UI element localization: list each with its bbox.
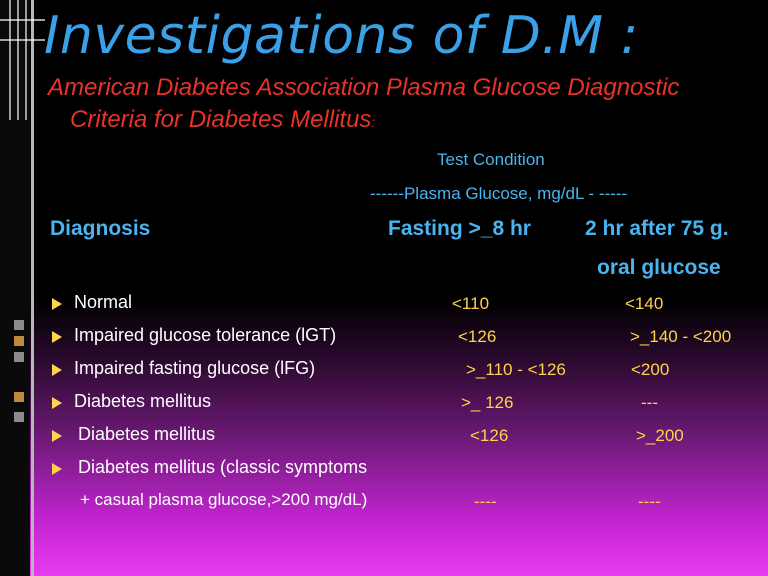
row-two-hour-value: <200 bbox=[631, 360, 670, 379]
bullet-arrow-icon bbox=[52, 298, 62, 310]
decorative-square bbox=[14, 352, 24, 362]
row-two-hour-value: <140 bbox=[625, 294, 664, 313]
two-hour-header-line-1: 2 hr after 75 g. bbox=[585, 217, 729, 240]
row-fasting-value: <126 bbox=[458, 327, 497, 346]
slide-subtitle: American Diabetes Association Plasma Glu… bbox=[48, 72, 763, 138]
row-two-hour-value: >_200 bbox=[636, 426, 684, 445]
row-fasting-value: <110 bbox=[452, 294, 490, 313]
row-fasting-value: <126 bbox=[470, 426, 509, 445]
diagnosis-header: Diagnosis bbox=[50, 217, 151, 240]
row-fasting-value: ---- bbox=[474, 492, 497, 511]
row-label: Impaired glucose tolerance (lGT) bbox=[74, 325, 337, 345]
row-label: Diabetes mellitus bbox=[78, 424, 216, 444]
subtitle-line-1: American Diabetes Association Plasma Glu… bbox=[48, 74, 680, 101]
row-label: Diabetes mellitus bbox=[74, 391, 212, 411]
row-label: Impaired fasting glucose (lFG) bbox=[74, 358, 316, 378]
fasting-header: Fasting >_8 hr bbox=[388, 217, 531, 240]
bullet-arrow-icon bbox=[52, 397, 62, 409]
bullet-arrow-icon bbox=[52, 430, 62, 442]
decorative-square bbox=[14, 412, 24, 422]
bullet-arrow-icon bbox=[52, 463, 62, 475]
row-two-hour-value: ---- bbox=[638, 492, 661, 511]
corner-lines-decoration bbox=[0, 0, 45, 120]
row-label-continuation: + casual plasma glucose,>200 mg/dL) bbox=[80, 490, 368, 509]
row-two-hour-value: --- bbox=[641, 393, 658, 412]
row-two-hour-value: >_140 - <200 bbox=[630, 327, 732, 346]
decorative-square bbox=[14, 336, 24, 346]
bullet-arrow-icon bbox=[52, 331, 62, 343]
left-decorative-bar bbox=[0, 0, 30, 576]
subtitle-line-2-text: Criteria for Diabetes Mellitus bbox=[70, 106, 372, 133]
test-condition-label: Test Condition bbox=[437, 150, 545, 169]
row-fasting-value: >_110 - <126 bbox=[466, 360, 566, 379]
slide-title: Investigations of D.M : bbox=[44, 6, 639, 66]
decorative-square bbox=[14, 320, 24, 330]
row-fasting-value: >_ 126 bbox=[461, 393, 514, 412]
plasma-glucose-label: ------Plasma Glucose, mg/dL - ----- bbox=[370, 184, 628, 203]
subtitle-colon: : bbox=[371, 114, 376, 130]
two-hour-header-line-2: oral glucose bbox=[597, 256, 721, 279]
row-label: Diabetes mellitus (classic symptoms bbox=[78, 457, 368, 477]
bullet-arrow-icon bbox=[52, 364, 62, 376]
decorative-square bbox=[14, 392, 24, 402]
subtitle-line-2: Criteria for Diabetes Mellitus: bbox=[48, 104, 763, 138]
left-divider-strip bbox=[31, 0, 34, 576]
row-label: Normal bbox=[74, 292, 133, 312]
